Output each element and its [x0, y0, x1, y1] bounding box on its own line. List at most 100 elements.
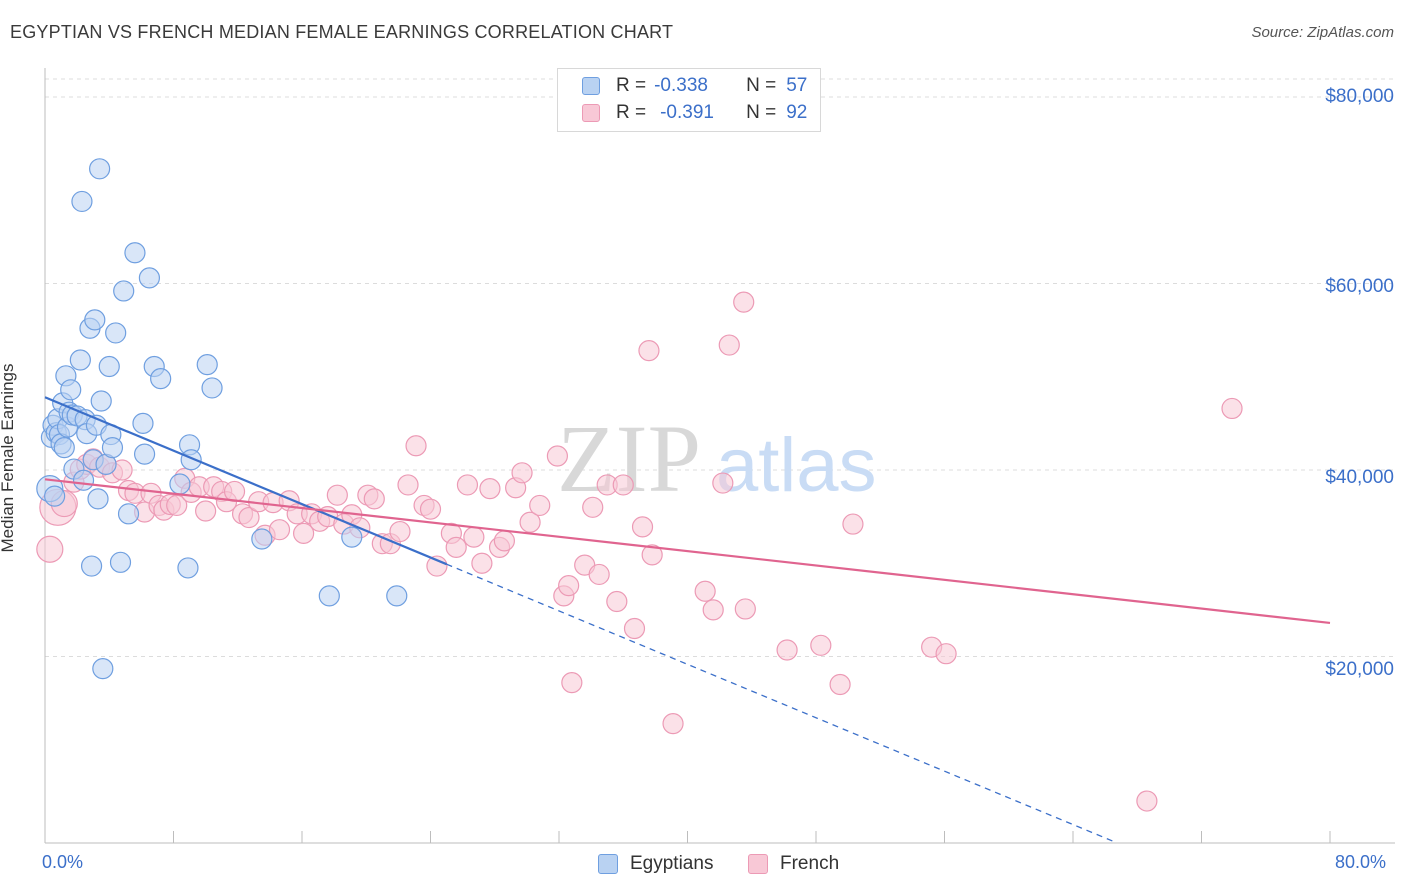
legend-n-value: 57	[786, 75, 808, 96]
french-point	[588, 563, 610, 586]
french-point	[419, 498, 442, 520]
egyptians-point	[109, 551, 132, 573]
french-point	[776, 639, 798, 661]
egyptians-point	[132, 412, 154, 434]
french-point	[36, 535, 64, 563]
french-point	[1221, 397, 1243, 420]
watermark: ZIP atlas	[557, 405, 877, 512]
legend-n-value: 92	[786, 102, 808, 123]
egyptians-point	[150, 368, 172, 390]
french-point	[493, 530, 515, 552]
egyptians-point	[138, 267, 161, 289]
french-point	[810, 634, 832, 656]
french-point	[733, 291, 755, 313]
french-point	[582, 496, 604, 518]
axes	[44, 68, 1395, 844]
french-points	[36, 291, 1243, 812]
egyptians-point	[180, 449, 202, 471]
egyptians-point	[196, 354, 218, 376]
french-point	[612, 474, 634, 496]
french-trend-line	[44, 478, 1331, 625]
french-point	[397, 474, 419, 496]
egyptians-point	[133, 443, 156, 465]
french-point	[326, 484, 348, 506]
french-point	[268, 519, 291, 541]
french-point	[529, 494, 551, 517]
french-point	[829, 673, 851, 696]
egyptians-trend-line	[44, 396, 447, 566]
french-point	[479, 478, 501, 500]
y-tick-label-20000: $20,000	[1325, 659, 1394, 680]
egyptians-points	[36, 158, 408, 680]
egyptians-point	[84, 309, 106, 331]
bottom-legend-label-egyptians: Egyptians	[630, 853, 714, 874]
egyptians-point	[117, 503, 140, 525]
bottom-legend-swatch-egyptians	[598, 854, 618, 874]
y-tick-label-60000: $60,000	[1325, 276, 1394, 297]
french-point	[471, 552, 493, 574]
x-tick-label-max: 80.0%	[1335, 852, 1387, 872]
egyptians-trend-extension	[446, 563, 1114, 842]
legend-r-label: R =	[616, 75, 647, 96]
french-point	[445, 536, 467, 558]
egyptians-point	[113, 280, 135, 302]
french-point	[511, 462, 533, 484]
trend-lines	[44, 396, 1331, 842]
french-point	[623, 617, 646, 640]
legend-r-label: R =	[616, 102, 647, 123]
french-point	[641, 544, 663, 566]
french-point	[694, 580, 716, 602]
egyptians-point	[386, 585, 408, 607]
egyptians-point	[98, 355, 120, 378]
french-point	[638, 340, 660, 362]
legend-swatch-french	[582, 104, 600, 122]
french-point	[662, 713, 684, 735]
egyptians-point	[105, 322, 127, 344]
egyptians-point	[90, 390, 112, 412]
french-point	[606, 590, 628, 613]
chart-title: EGYPTIAN VS FRENCH MEDIAN FEMALE EARNING…	[10, 22, 674, 42]
french-point	[463, 526, 485, 548]
legend-n-label: N =	[746, 102, 777, 123]
egyptians-point	[53, 437, 75, 459]
egyptians-point	[124, 242, 146, 264]
x-tick-label-min: 0.0%	[42, 852, 84, 872]
correlation-legend: R = -0.338 N = 57 R = -0.391 N = 92	[557, 68, 821, 132]
legend-r-value: -0.338	[654, 75, 708, 96]
legend-row-egyptians: R = -0.338 N = 57	[582, 74, 807, 98]
gridlines	[45, 78, 1395, 657]
bottom-legend-label-french: French	[780, 853, 840, 874]
egyptians-point	[44, 485, 66, 507]
legend-n-label: N =	[746, 75, 777, 96]
egyptians-point	[92, 658, 114, 680]
egyptians-point	[60, 379, 82, 401]
french-point	[426, 555, 448, 577]
french-point	[842, 513, 864, 535]
egyptians-point	[89, 158, 111, 180]
egyptians-point	[177, 557, 199, 579]
french-point	[238, 506, 260, 529]
french-point	[519, 511, 541, 533]
egyptians-point	[72, 469, 95, 491]
y-tick-label-40000: $40,000	[1325, 467, 1394, 488]
bottom-legend-egyptians: Egyptians	[598, 852, 713, 876]
egyptians-point	[87, 488, 109, 510]
egyptians-point	[318, 585, 340, 607]
y-tick-label-80000: $80,000	[1325, 86, 1394, 107]
egyptians-point	[101, 437, 124, 459]
egyptians-point	[71, 190, 93, 213]
legend-swatch-egyptians	[582, 77, 600, 95]
source-note: Source: ZipAtlas.com	[1251, 24, 1394, 41]
french-point	[561, 672, 583, 694]
egyptians-point	[201, 377, 223, 399]
watermark-atlas: atlas	[716, 423, 877, 508]
french-point	[389, 520, 411, 543]
egyptians-point	[169, 473, 191, 495]
legend-row-french: R = -0.391 N = 92	[582, 101, 807, 125]
legend-r-value: -0.391	[660, 102, 714, 123]
french-point	[631, 516, 654, 538]
french-point	[195, 500, 217, 522]
egyptians-point	[251, 528, 273, 550]
french-point	[405, 435, 427, 457]
